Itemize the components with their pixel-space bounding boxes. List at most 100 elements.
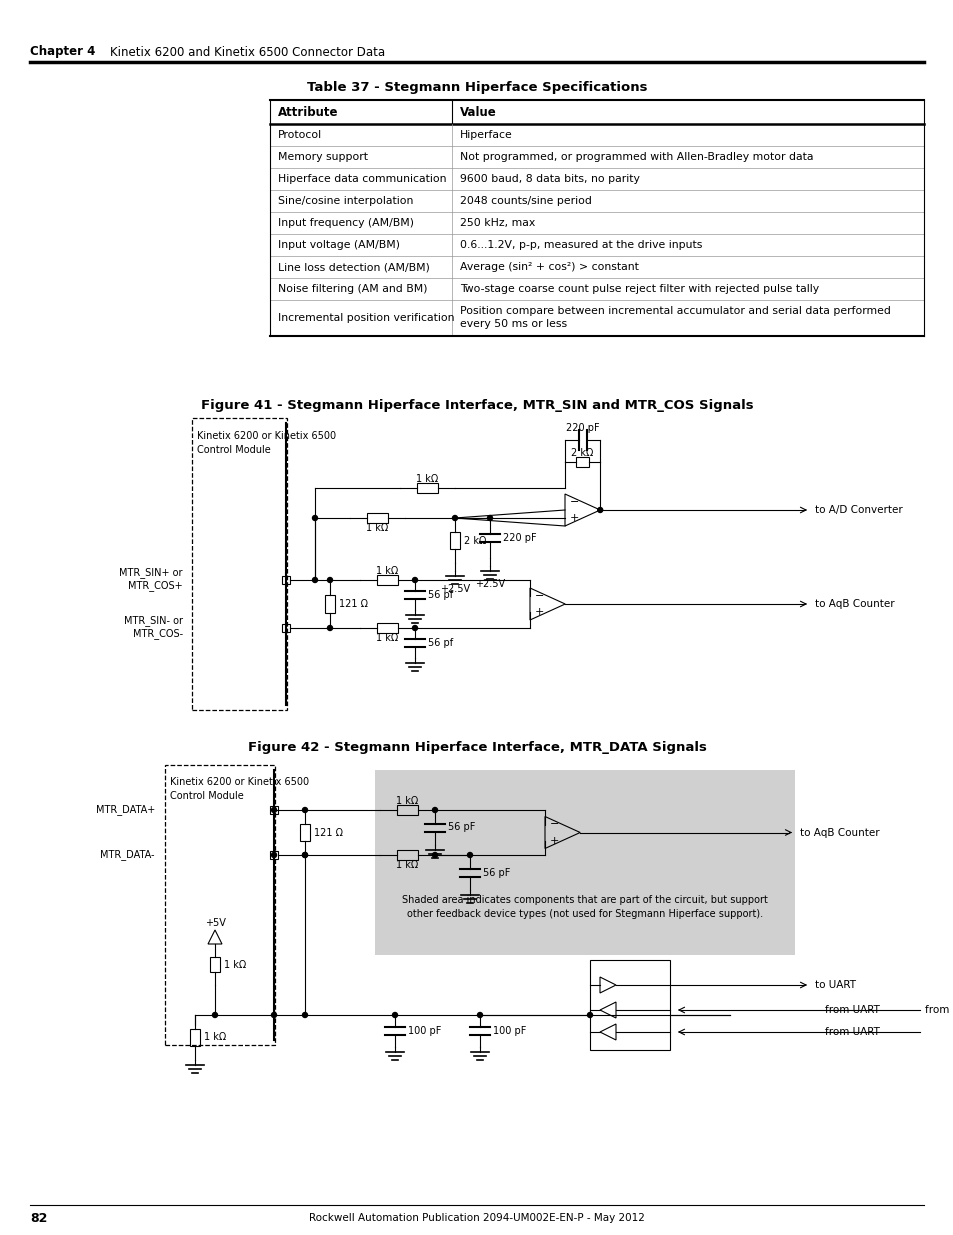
Text: 100 pF: 100 pF — [493, 1026, 526, 1036]
Bar — [270, 851, 277, 860]
Bar — [299, 824, 310, 841]
Circle shape — [213, 1013, 217, 1018]
Text: 1 kΩ: 1 kΩ — [204, 1032, 226, 1042]
Text: MTR_DATA+: MTR_DATA+ — [95, 804, 154, 815]
Text: +: + — [569, 513, 578, 522]
Text: 1 kΩ: 1 kΩ — [416, 474, 438, 484]
Text: 121 Ω: 121 Ω — [338, 599, 368, 609]
Text: MTR_COS+: MTR_COS+ — [129, 580, 183, 592]
Circle shape — [302, 808, 307, 813]
Bar — [210, 957, 220, 972]
Text: Figure 42 - Stegmann Hiperface Interface, MTR_DATA Signals: Figure 42 - Stegmann Hiperface Interface… — [247, 741, 706, 753]
Circle shape — [587, 1013, 592, 1018]
Text: Control Module: Control Module — [196, 445, 271, 454]
Text: to A/D Converter: to A/D Converter — [814, 505, 902, 515]
Circle shape — [477, 1013, 482, 1018]
Text: Protocol: Protocol — [277, 130, 322, 140]
Circle shape — [487, 515, 492, 520]
Circle shape — [313, 578, 317, 583]
Text: Input voltage (AM/BM): Input voltage (AM/BM) — [277, 240, 399, 249]
Text: +: + — [535, 606, 544, 618]
Text: from UART: from UART — [824, 1028, 879, 1037]
Text: Attribute: Attribute — [277, 105, 338, 119]
Bar — [190, 1029, 200, 1046]
Text: −: − — [569, 496, 578, 508]
Text: −: − — [535, 592, 544, 601]
Text: 56 pf: 56 pf — [428, 590, 453, 600]
Bar — [396, 850, 417, 860]
Text: +: + — [550, 836, 558, 846]
Text: +2.5V: +2.5V — [439, 584, 470, 594]
Text: Memory support: Memory support — [277, 152, 368, 162]
Circle shape — [392, 1013, 397, 1018]
Text: 9600 baud, 8 data bits, no parity: 9600 baud, 8 data bits, no parity — [459, 174, 639, 184]
Text: 1 kΩ: 1 kΩ — [395, 797, 418, 806]
Text: Not programmed, or programmed with Allen-Bradley motor data: Not programmed, or programmed with Allen… — [459, 152, 813, 162]
Text: 220 pF: 220 pF — [502, 534, 536, 543]
Text: 250 kHz, max: 250 kHz, max — [459, 219, 535, 228]
Text: 220 pF: 220 pF — [565, 424, 598, 433]
Text: other feedback device types (not used for Stegmann Hiperface support).: other feedback device types (not used fo… — [407, 909, 762, 919]
Circle shape — [432, 808, 437, 813]
Text: Hiperface data communication: Hiperface data communication — [277, 174, 446, 184]
Circle shape — [467, 852, 472, 857]
Text: 2 kΩ: 2 kΩ — [571, 448, 593, 458]
Text: from UART: from UART — [924, 1005, 953, 1015]
Text: to AqB Counter: to AqB Counter — [814, 599, 894, 609]
Text: +2.5V: +2.5V — [475, 579, 504, 589]
Bar — [376, 622, 397, 634]
Circle shape — [302, 852, 307, 857]
Text: MTR_DATA-: MTR_DATA- — [100, 850, 154, 861]
Bar — [367, 513, 388, 522]
Bar — [165, 764, 274, 1045]
Bar — [375, 769, 794, 955]
Bar — [416, 483, 437, 493]
Text: Chapter 4: Chapter 4 — [30, 46, 95, 58]
Text: to UART: to UART — [814, 981, 855, 990]
Text: Value: Value — [459, 105, 497, 119]
Circle shape — [412, 625, 417, 631]
Text: −: − — [550, 820, 558, 830]
Text: 82: 82 — [30, 1212, 48, 1224]
Circle shape — [272, 1013, 276, 1018]
Text: Noise filtering (AM and BM): Noise filtering (AM and BM) — [277, 284, 427, 294]
Circle shape — [272, 852, 276, 857]
Text: +5V: +5V — [204, 918, 225, 927]
Text: Input frequency (AM/BM): Input frequency (AM/BM) — [277, 219, 414, 228]
Bar — [282, 576, 290, 584]
Text: 56 pF: 56 pF — [482, 867, 510, 878]
Text: Sine/cosine interpolation: Sine/cosine interpolation — [277, 196, 413, 206]
Text: to AqB Counter: to AqB Counter — [800, 827, 879, 837]
Text: Kinetix 6200 or Kinetix 6500: Kinetix 6200 or Kinetix 6500 — [170, 777, 309, 787]
Circle shape — [313, 515, 317, 520]
Text: 56 pF: 56 pF — [448, 823, 475, 832]
Bar — [192, 417, 287, 710]
Text: Control Module: Control Module — [170, 790, 244, 802]
Circle shape — [598, 508, 602, 513]
Text: 1 kΩ: 1 kΩ — [366, 522, 388, 534]
Bar — [450, 532, 459, 550]
Text: Two-stage coarse count pulse reject filter with rejected pulse tally: Two-stage coarse count pulse reject filt… — [459, 284, 819, 294]
Text: 2 kΩ: 2 kΩ — [463, 536, 486, 546]
Bar — [376, 576, 397, 585]
Circle shape — [302, 852, 307, 857]
Text: MTR_COS-: MTR_COS- — [132, 629, 183, 640]
Bar — [270, 806, 277, 814]
Text: Rockwell Automation Publication 2094-UM002E-EN-P - May 2012: Rockwell Automation Publication 2094-UM0… — [309, 1213, 644, 1223]
Text: Line loss detection (AM/BM): Line loss detection (AM/BM) — [277, 262, 430, 272]
Bar — [576, 457, 589, 467]
Bar — [396, 805, 417, 815]
Circle shape — [412, 578, 417, 583]
Text: Hiperface: Hiperface — [459, 130, 512, 140]
Text: MTR_SIN+ or: MTR_SIN+ or — [119, 568, 183, 578]
Circle shape — [272, 808, 276, 813]
Text: Average (sin² + cos²) > constant: Average (sin² + cos²) > constant — [459, 262, 639, 272]
Text: Kinetix 6200 or Kinetix 6500: Kinetix 6200 or Kinetix 6500 — [196, 431, 335, 441]
Circle shape — [452, 515, 457, 520]
Text: Figure 41 - Stegmann Hiperface Interface, MTR_SIN and MTR_COS Signals: Figure 41 - Stegmann Hiperface Interface… — [200, 399, 753, 411]
Text: 1 kΩ: 1 kΩ — [376, 634, 398, 643]
Text: from UART: from UART — [824, 1005, 879, 1015]
Circle shape — [327, 625, 333, 631]
Text: Table 37 - Stegmann Hiperface Specifications: Table 37 - Stegmann Hiperface Specificat… — [307, 82, 646, 95]
Text: 100 pF: 100 pF — [408, 1026, 441, 1036]
